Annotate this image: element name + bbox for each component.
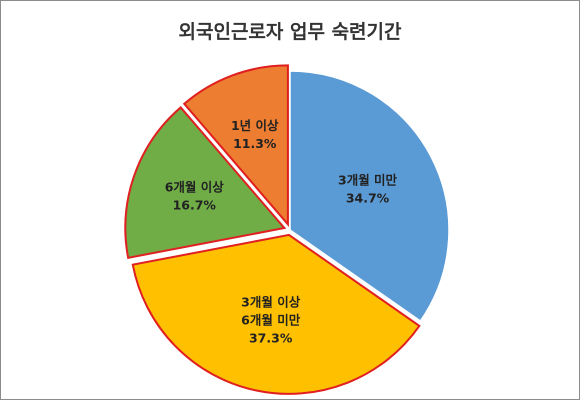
slice-category-label: 6개월 미만 <box>241 312 301 327</box>
slice-value-label: 34.7% <box>346 191 390 206</box>
slice-category-label: 3개월 이상 <box>241 294 301 309</box>
pie-slice <box>131 233 421 395</box>
slice-category-label: 3개월 미만 <box>338 173 398 188</box>
slice-value-label: 11.3% <box>233 136 277 151</box>
chart-title: 외국인근로자 업무 숙련기간 <box>178 21 402 43</box>
pie-slice <box>182 64 289 228</box>
slice-value-label: 16.7% <box>173 198 217 213</box>
slice-category-label: 1년 이상 <box>231 118 279 133</box>
pie-slice <box>289 70 450 323</box>
slice-value-label: 37.3% <box>249 330 293 345</box>
slice-category-label: 6개월 이상 <box>165 180 225 195</box>
pie-slice <box>124 106 287 259</box>
